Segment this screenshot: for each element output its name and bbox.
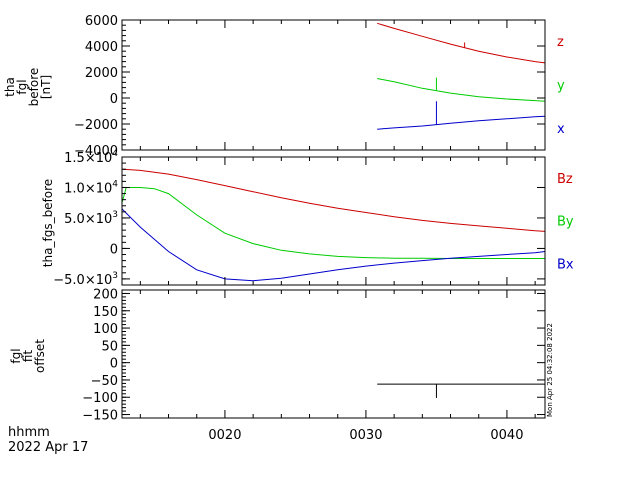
panel-ylabel-line: fit — [21, 350, 35, 363]
y-tick-label: 5.0×103 — [64, 210, 118, 227]
series-line-bx — [121, 208, 546, 282]
panel-ylabel-line: fgl — [15, 79, 29, 94]
y-tick-label: 1.5×104 — [64, 149, 118, 166]
panel-ylabel-line: offset — [33, 339, 47, 373]
panel-frame — [121, 19, 546, 151]
series-line-by — [121, 187, 545, 259]
y-tick-label: 6000 — [85, 14, 118, 29]
x-tick-label: 0040 — [490, 428, 523, 443]
date-label: 2022 Apr 17 — [8, 440, 88, 455]
y-tick-label: 4000 — [85, 40, 118, 55]
x-tick-label: 0030 — [349, 428, 382, 443]
panel-2: Bz By Bx −5.0×103 0 5.0×103 1.0×104 1.5×104 tha_… — [41, 149, 574, 288]
legend-bz: Bz — [557, 172, 573, 187]
y-tick-label: 2000 — [85, 66, 118, 81]
y-tick-label: 0 — [110, 92, 118, 107]
legend-z: z — [557, 35, 564, 50]
y-tick-label: 0 — [110, 357, 118, 372]
panel-frame — [121, 289, 546, 419]
time-format-label: hhmm — [8, 425, 50, 440]
panel-ylabel-line: fgl — [9, 348, 23, 363]
series-line-z — [377, 22, 546, 64]
panel-ylabel-line: tha_fgs_before — [41, 179, 55, 267]
legend-by: By — [557, 215, 574, 230]
y-tick-label: 150 — [93, 305, 118, 320]
y-tick-label: −150 — [82, 409, 118, 424]
y-tick-label: −4000 — [74, 144, 118, 159]
y-tick-label: −5.0×103 — [53, 271, 118, 288]
y-tick-label: 50 — [101, 339, 118, 354]
series-line-x — [377, 115, 546, 130]
panels: zyx−4000−20000200040006000thafglbefore[n… — [3, 14, 574, 443]
legend-y: y — [557, 79, 565, 94]
panel-frame — [121, 156, 546, 286]
y-tick-label: −50 — [91, 374, 118, 389]
x-tick-label: 0020 — [208, 428, 241, 443]
y-tick-label: 200 — [93, 287, 118, 302]
y-tick-label: −100 — [82, 391, 118, 406]
panel-ylabel-line: [nT] — [39, 75, 53, 99]
legend-x: x — [557, 122, 565, 137]
series-line-y — [377, 78, 546, 102]
timestamp-stamp: Mon Apr 25 04:32:08 2022 — [546, 323, 554, 417]
legend-bx: Bx — [557, 258, 574, 273]
y-tick-label: 1.0×104 — [64, 179, 118, 196]
y-tick-label: −2000 — [74, 118, 118, 133]
y-tick-label: 100 — [93, 322, 118, 337]
series-line-bz — [121, 168, 546, 232]
y-tick-label: 0 — [110, 242, 118, 257]
panel-ylabel-line: before — [27, 68, 41, 107]
panel-1: z y x −4000 −2000 0 2000 4000 6000 thafglbefore[n… — [3, 14, 565, 159]
panel-ylabel-line: tha — [3, 77, 17, 97]
